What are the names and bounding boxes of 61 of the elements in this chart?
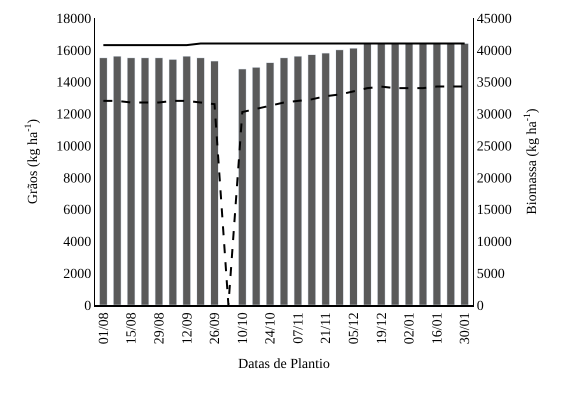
bar — [168, 59, 177, 305]
y-tick-label: 0 — [84, 298, 92, 314]
bar — [349, 48, 358, 305]
bar — [252, 67, 260, 305]
bar — [238, 68, 246, 305]
x-tick-label: 16/01 — [430, 312, 446, 344]
bar — [294, 56, 302, 305]
y2-tick-label: 0 — [476, 298, 484, 314]
y-tick-label: 8000 — [63, 171, 92, 186]
y2-tick-label: 5000 — [476, 267, 505, 282]
y2-tick-label: 30000 — [476, 108, 512, 123]
bar — [196, 58, 205, 305]
bar — [99, 58, 108, 305]
y-tick-label: 6000 — [63, 203, 92, 218]
y2-tick-label: 45000 — [476, 12, 512, 27]
x-tick-label: 01/08 — [96, 312, 112, 344]
x-tick-label: 30/01 — [458, 312, 474, 344]
y-tick-label: 12000 — [56, 108, 92, 123]
x-tick-label: 24/10 — [264, 312, 279, 344]
x-tick-label: 07/11 — [291, 312, 306, 344]
bar — [418, 43, 428, 305]
x-axis-title: Datas de Plantio — [238, 357, 330, 372]
x-tick-label: 29/08 — [152, 312, 168, 344]
bar — [460, 43, 469, 305]
y2-tick-label: 25000 — [476, 139, 512, 154]
y-tick-label: 14000 — [56, 76, 92, 91]
bar — [140, 58, 150, 305]
bar — [182, 56, 191, 305]
y-tick-label: 2000 — [63, 267, 92, 282]
y2-tick-label: 35000 — [476, 76, 512, 91]
y-tick-label: 16000 — [56, 44, 92, 59]
bar — [266, 62, 274, 305]
x-tick-label: 12/09 — [180, 312, 196, 344]
y-tick-label: 10000 — [56, 139, 92, 154]
y2-tick-label: 15000 — [476, 203, 512, 218]
bar — [336, 50, 344, 305]
y2-tick-label: 40000 — [476, 44, 512, 59]
x-tick-label: 26/09 — [208, 312, 224, 344]
x-tick-label: 15/08 — [124, 312, 140, 344]
x-tick-label: 10/10 — [236, 312, 251, 344]
y-tick-label: 18000 — [56, 12, 92, 27]
bar — [446, 43, 455, 305]
x-tick-label: 05/12 — [347, 312, 362, 344]
bar — [308, 54, 316, 305]
bar — [377, 43, 386, 305]
bar — [322, 52, 330, 305]
bar — [154, 58, 163, 305]
x-tick-label: 02/01 — [402, 312, 418, 344]
bar — [391, 43, 400, 305]
bar — [113, 56, 122, 305]
x-tick-label: 21/11 — [319, 312, 334, 344]
bar — [432, 43, 441, 305]
bar — [405, 43, 414, 305]
bar — [363, 43, 372, 305]
y-tick-label: 4000 — [63, 235, 92, 250]
bar — [127, 58, 136, 305]
y2-tick-label: 20000 — [476, 171, 512, 186]
y2-tick-label: 10000 — [476, 235, 512, 250]
x-tick-label: 19/12 — [374, 312, 390, 344]
bar — [210, 60, 219, 305]
bar — [280, 58, 288, 305]
